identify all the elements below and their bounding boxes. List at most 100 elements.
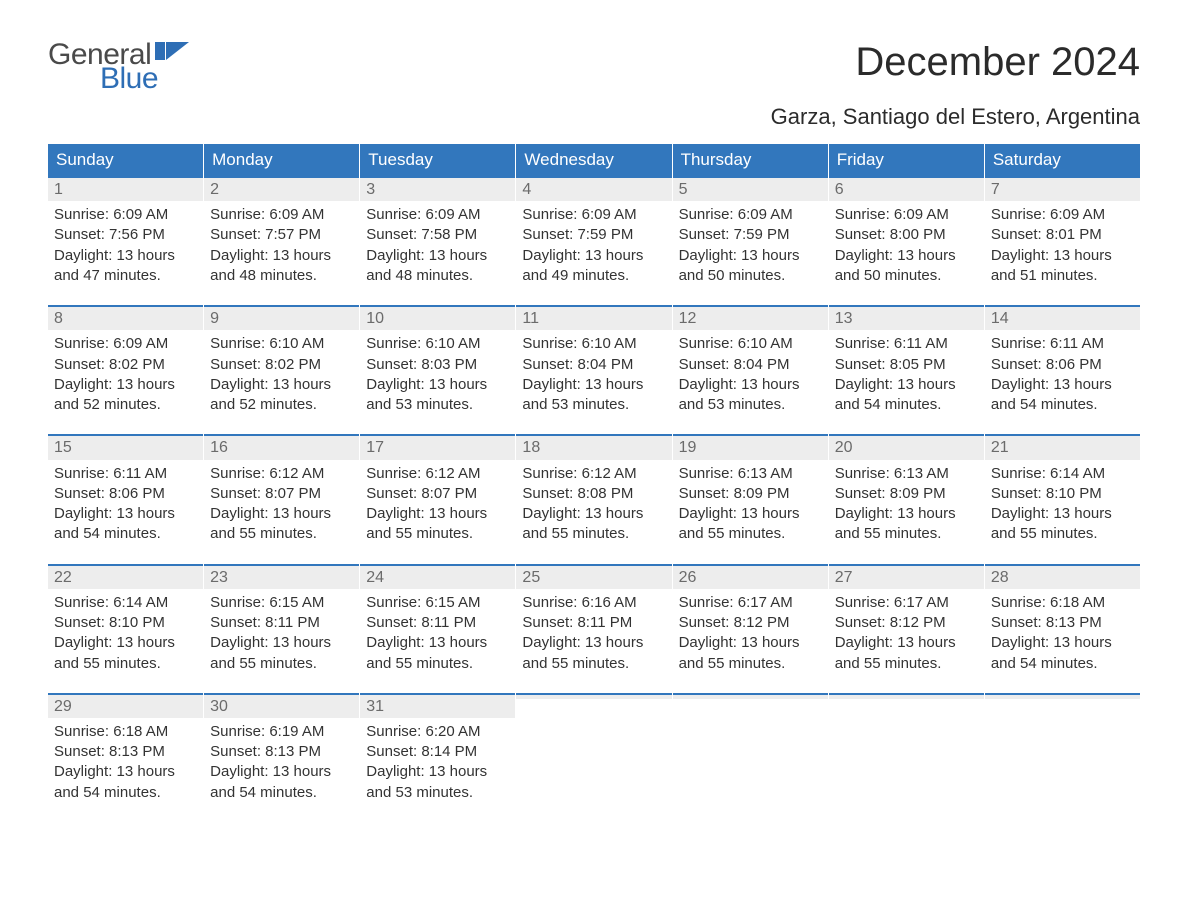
day-cell: 10Sunrise: 6:10 AMSunset: 8:03 PMDayligh…	[360, 305, 516, 434]
daylight-text: and 55 minutes.	[210, 654, 353, 674]
daylight-text: and 55 minutes.	[679, 654, 822, 674]
daylight-text: and 55 minutes.	[679, 524, 822, 544]
sunrise-text: Sunrise: 6:11 AM	[54, 464, 197, 484]
day-number: 3	[360, 176, 515, 201]
day-body: Sunrise: 6:13 AMSunset: 8:09 PMDaylight:…	[673, 460, 828, 564]
day-body: Sunrise: 6:11 AMSunset: 8:05 PMDaylight:…	[829, 330, 984, 434]
sunrise-text: Sunrise: 6:09 AM	[366, 205, 509, 225]
sunrise-text: Sunrise: 6:14 AM	[991, 464, 1134, 484]
daylight-text: Daylight: 13 hours	[991, 633, 1134, 653]
day-cell	[516, 693, 672, 822]
sunset-text: Sunset: 8:03 PM	[366, 355, 509, 375]
day-cell: 17Sunrise: 6:12 AMSunset: 8:07 PMDayligh…	[360, 434, 516, 563]
daylight-text: Daylight: 13 hours	[835, 375, 978, 395]
day-cell: 21Sunrise: 6:14 AMSunset: 8:10 PMDayligh…	[985, 434, 1140, 563]
day-cell: 20Sunrise: 6:13 AMSunset: 8:09 PMDayligh…	[829, 434, 985, 563]
sunset-text: Sunset: 8:04 PM	[679, 355, 822, 375]
sunset-text: Sunset: 7:57 PM	[210, 225, 353, 245]
daylight-text: and 55 minutes.	[210, 524, 353, 544]
sunset-text: Sunset: 8:10 PM	[54, 613, 197, 633]
sunrise-text: Sunrise: 6:11 AM	[835, 334, 978, 354]
day-number: 25	[516, 564, 671, 589]
day-cell	[829, 693, 985, 822]
day-number: 11	[516, 305, 671, 330]
sunset-text: Sunset: 8:02 PM	[54, 355, 197, 375]
day-body: Sunrise: 6:09 AMSunset: 7:56 PMDaylight:…	[48, 201, 203, 305]
sunset-text: Sunset: 8:11 PM	[210, 613, 353, 633]
day-cell	[673, 693, 829, 822]
daylight-text: and 55 minutes.	[835, 654, 978, 674]
daylight-text: Daylight: 13 hours	[54, 633, 197, 653]
day-number: 10	[360, 305, 515, 330]
day-cell	[985, 693, 1140, 822]
daylight-text: Daylight: 13 hours	[54, 246, 197, 266]
daylight-text: and 48 minutes.	[210, 266, 353, 286]
daylight-text: and 48 minutes.	[366, 266, 509, 286]
day-body: Sunrise: 6:10 AMSunset: 8:03 PMDaylight:…	[360, 330, 515, 434]
day-body: Sunrise: 6:10 AMSunset: 8:02 PMDaylight:…	[204, 330, 359, 434]
sunrise-text: Sunrise: 6:15 AM	[366, 593, 509, 613]
weekday-header: Saturday	[985, 144, 1140, 176]
brand-text-blue: Blue	[100, 64, 189, 94]
daylight-text: and 54 minutes.	[54, 783, 197, 803]
day-body: Sunrise: 6:19 AMSunset: 8:13 PMDaylight:…	[204, 718, 359, 822]
day-cell: 3Sunrise: 6:09 AMSunset: 7:58 PMDaylight…	[360, 176, 516, 305]
daylight-text: Daylight: 13 hours	[210, 504, 353, 524]
sunset-text: Sunset: 7:59 PM	[522, 225, 665, 245]
daylight-text: and 53 minutes.	[522, 395, 665, 415]
sunrise-text: Sunrise: 6:09 AM	[522, 205, 665, 225]
day-cell: 22Sunrise: 6:14 AMSunset: 8:10 PMDayligh…	[48, 564, 204, 693]
page-title: December 2024	[855, 40, 1140, 85]
sunset-text: Sunset: 8:13 PM	[54, 742, 197, 762]
day-number: 4	[516, 176, 671, 201]
daylight-text: Daylight: 13 hours	[522, 633, 665, 653]
sunrise-text: Sunrise: 6:18 AM	[991, 593, 1134, 613]
day-body: Sunrise: 6:12 AMSunset: 8:07 PMDaylight:…	[204, 460, 359, 564]
sunset-text: Sunset: 7:59 PM	[679, 225, 822, 245]
sunset-text: Sunset: 8:01 PM	[991, 225, 1134, 245]
sunrise-text: Sunrise: 6:10 AM	[210, 334, 353, 354]
sunset-text: Sunset: 7:56 PM	[54, 225, 197, 245]
sunset-text: Sunset: 8:13 PM	[210, 742, 353, 762]
sunset-text: Sunset: 8:00 PM	[835, 225, 978, 245]
weekday-header: Tuesday	[360, 144, 516, 176]
day-number: 2	[204, 176, 359, 201]
day-number: 29	[48, 693, 203, 718]
day-number: 18	[516, 434, 671, 459]
daylight-text: and 52 minutes.	[54, 395, 197, 415]
sunrise-text: Sunrise: 6:13 AM	[835, 464, 978, 484]
brand-logo: General Blue	[48, 40, 189, 94]
day-body: Sunrise: 6:09 AMSunset: 7:58 PMDaylight:…	[360, 201, 515, 305]
day-number: 23	[204, 564, 359, 589]
sunrise-text: Sunrise: 6:17 AM	[679, 593, 822, 613]
sunrise-text: Sunrise: 6:09 AM	[679, 205, 822, 225]
daylight-text: and 55 minutes.	[835, 524, 978, 544]
sunrise-text: Sunrise: 6:09 AM	[210, 205, 353, 225]
daylight-text: and 53 minutes.	[366, 395, 509, 415]
day-number: 27	[829, 564, 984, 589]
day-number: 20	[829, 434, 984, 459]
daylight-text: and 55 minutes.	[522, 524, 665, 544]
week-row: 22Sunrise: 6:14 AMSunset: 8:10 PMDayligh…	[48, 564, 1140, 693]
daylight-text: Daylight: 13 hours	[991, 504, 1134, 524]
day-cell: 14Sunrise: 6:11 AMSunset: 8:06 PMDayligh…	[985, 305, 1140, 434]
calendar: Sunday Monday Tuesday Wednesday Thursday…	[48, 144, 1140, 822]
day-body	[673, 699, 828, 803]
day-cell: 31Sunrise: 6:20 AMSunset: 8:14 PMDayligh…	[360, 693, 516, 822]
day-number: 19	[673, 434, 828, 459]
sunrise-text: Sunrise: 6:12 AM	[210, 464, 353, 484]
day-body: Sunrise: 6:09 AMSunset: 8:01 PMDaylight:…	[985, 201, 1140, 305]
sunset-text: Sunset: 8:09 PM	[679, 484, 822, 504]
day-number: 5	[673, 176, 828, 201]
day-body: Sunrise: 6:12 AMSunset: 8:08 PMDaylight:…	[516, 460, 671, 564]
day-cell: 15Sunrise: 6:11 AMSunset: 8:06 PMDayligh…	[48, 434, 204, 563]
sunset-text: Sunset: 8:14 PM	[366, 742, 509, 762]
day-number: 24	[360, 564, 515, 589]
daylight-text: and 54 minutes.	[991, 654, 1134, 674]
header-row: General Blue December 2024	[48, 40, 1140, 94]
day-cell: 18Sunrise: 6:12 AMSunset: 8:08 PMDayligh…	[516, 434, 672, 563]
day-cell: 2Sunrise: 6:09 AMSunset: 7:57 PMDaylight…	[204, 176, 360, 305]
day-body	[829, 699, 984, 803]
sunset-text: Sunset: 8:12 PM	[835, 613, 978, 633]
day-cell: 5Sunrise: 6:09 AMSunset: 7:59 PMDaylight…	[673, 176, 829, 305]
